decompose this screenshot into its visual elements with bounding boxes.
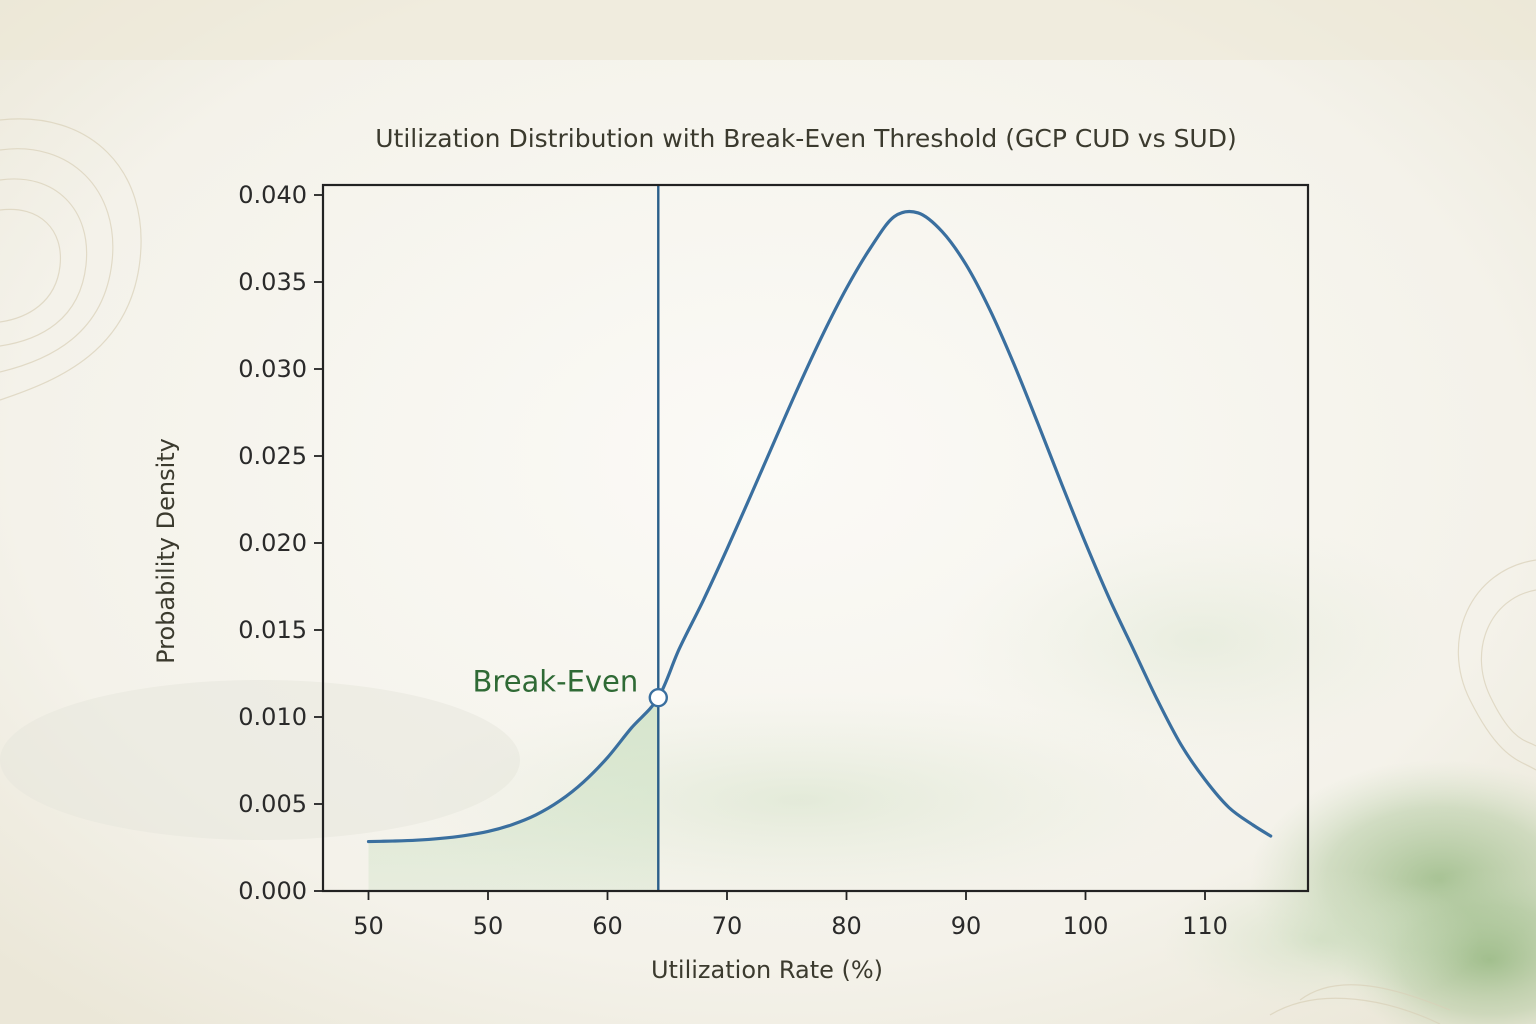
x-tick-label: 100 [1063, 912, 1109, 940]
x-tick-label: 110 [1182, 912, 1228, 940]
y-tick-label: 0.040 [238, 181, 307, 209]
break-even-label: Break-Even [473, 665, 639, 699]
y-axis-ticks: 0.000 0.005 0.010 0.015 0.020 0.025 0.030 0.035… [238, 181, 323, 905]
x-tick-label: 60 [592, 912, 623, 940]
y-tick-label: 0.010 [238, 703, 307, 731]
x-tick-label: 90 [951, 912, 982, 940]
density-curve [366, 209, 1273, 844]
break-even-marker [648, 687, 668, 708]
x-axis-ticks: 50 50 60 70 80 90 100 110 [353, 891, 1228, 940]
plot-frame [321, 183, 1310, 893]
x-tick-label: 50 [353, 912, 384, 940]
y-tick-label: 0.035 [238, 268, 307, 296]
y-tick-label: 0.025 [238, 442, 307, 470]
x-tick-label: 80 [831, 912, 862, 940]
below-break-even-shading [368, 697, 659, 891]
x-tick-label: 50 [473, 912, 504, 940]
x-axis-label: Utilization Rate (%) [651, 956, 883, 984]
y-tick-label: 0.000 [238, 877, 307, 905]
y-tick-label: 0.020 [238, 529, 307, 557]
y-tick-label: 0.030 [238, 355, 307, 383]
chart-title: Utilization Distribution with Break-Even… [375, 124, 1237, 153]
y-axis-label: Probability Density [152, 438, 180, 664]
y-tick-label: 0.005 [238, 790, 307, 818]
y-tick-label: 0.015 [238, 616, 307, 644]
x-tick-label: 70 [712, 912, 743, 940]
